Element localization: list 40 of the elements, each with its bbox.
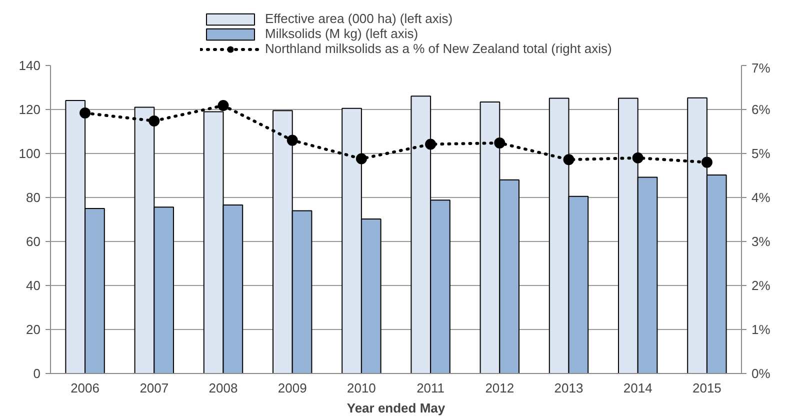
y2-tick-label: 6% bbox=[752, 102, 771, 117]
y2-tick-label: 4% bbox=[752, 190, 771, 205]
y-tick-label: 100 bbox=[18, 146, 41, 161]
point bbox=[80, 108, 91, 119]
y2-tick-label: 1% bbox=[752, 322, 771, 337]
x-tick-label: 2013 bbox=[554, 380, 584, 396]
point bbox=[425, 138, 436, 150]
x-axis-title: Year ended May bbox=[346, 400, 446, 416]
x-tick-label: 2009 bbox=[278, 380, 307, 396]
y2-tick-label: 3% bbox=[752, 234, 771, 249]
point bbox=[218, 100, 229, 112]
y-tick-label: 140 bbox=[18, 58, 41, 73]
y-tick-label: 80 bbox=[26, 190, 41, 205]
point bbox=[632, 152, 644, 164]
x-tick-label: 2012 bbox=[485, 380, 514, 396]
point bbox=[148, 115, 160, 126]
x-tick-label: 2015 bbox=[692, 380, 722, 396]
point bbox=[563, 154, 574, 166]
x-tick-label: 2014 bbox=[623, 380, 652, 396]
x-tick-label: 2008 bbox=[208, 380, 238, 396]
y-tick-label: 20 bbox=[26, 322, 41, 337]
y-tick-label: 60 bbox=[26, 234, 41, 249]
y-tick-label: 40 bbox=[26, 278, 41, 293]
point bbox=[701, 156, 712, 168]
y-tick-label: 0 bbox=[33, 366, 41, 381]
legend-label: Milksolids (M kg) (left axis) bbox=[265, 26, 418, 41]
x-tick-label: 2006 bbox=[70, 380, 100, 396]
y-tick-label: 120 bbox=[18, 102, 41, 117]
legend-label: Northland milksolids as a % of New Zealand total (right axis) bbox=[265, 41, 612, 56]
point bbox=[286, 134, 298, 146]
x-tick-label: 2010 bbox=[346, 380, 376, 396]
y2-tick-label: 0% bbox=[752, 366, 771, 381]
point bbox=[356, 153, 367, 164]
x-tick-label: 2007 bbox=[140, 380, 169, 396]
y2-tick-label: 2% bbox=[752, 278, 771, 293]
y2-tick-label: 5% bbox=[752, 146, 771, 161]
y2-tick-label: 7% bbox=[752, 60, 771, 76]
legend-label: Effective area (000 ha) (left axis) bbox=[265, 11, 453, 26]
point bbox=[494, 137, 506, 148]
x-tick-label: 2011 bbox=[416, 380, 445, 396]
